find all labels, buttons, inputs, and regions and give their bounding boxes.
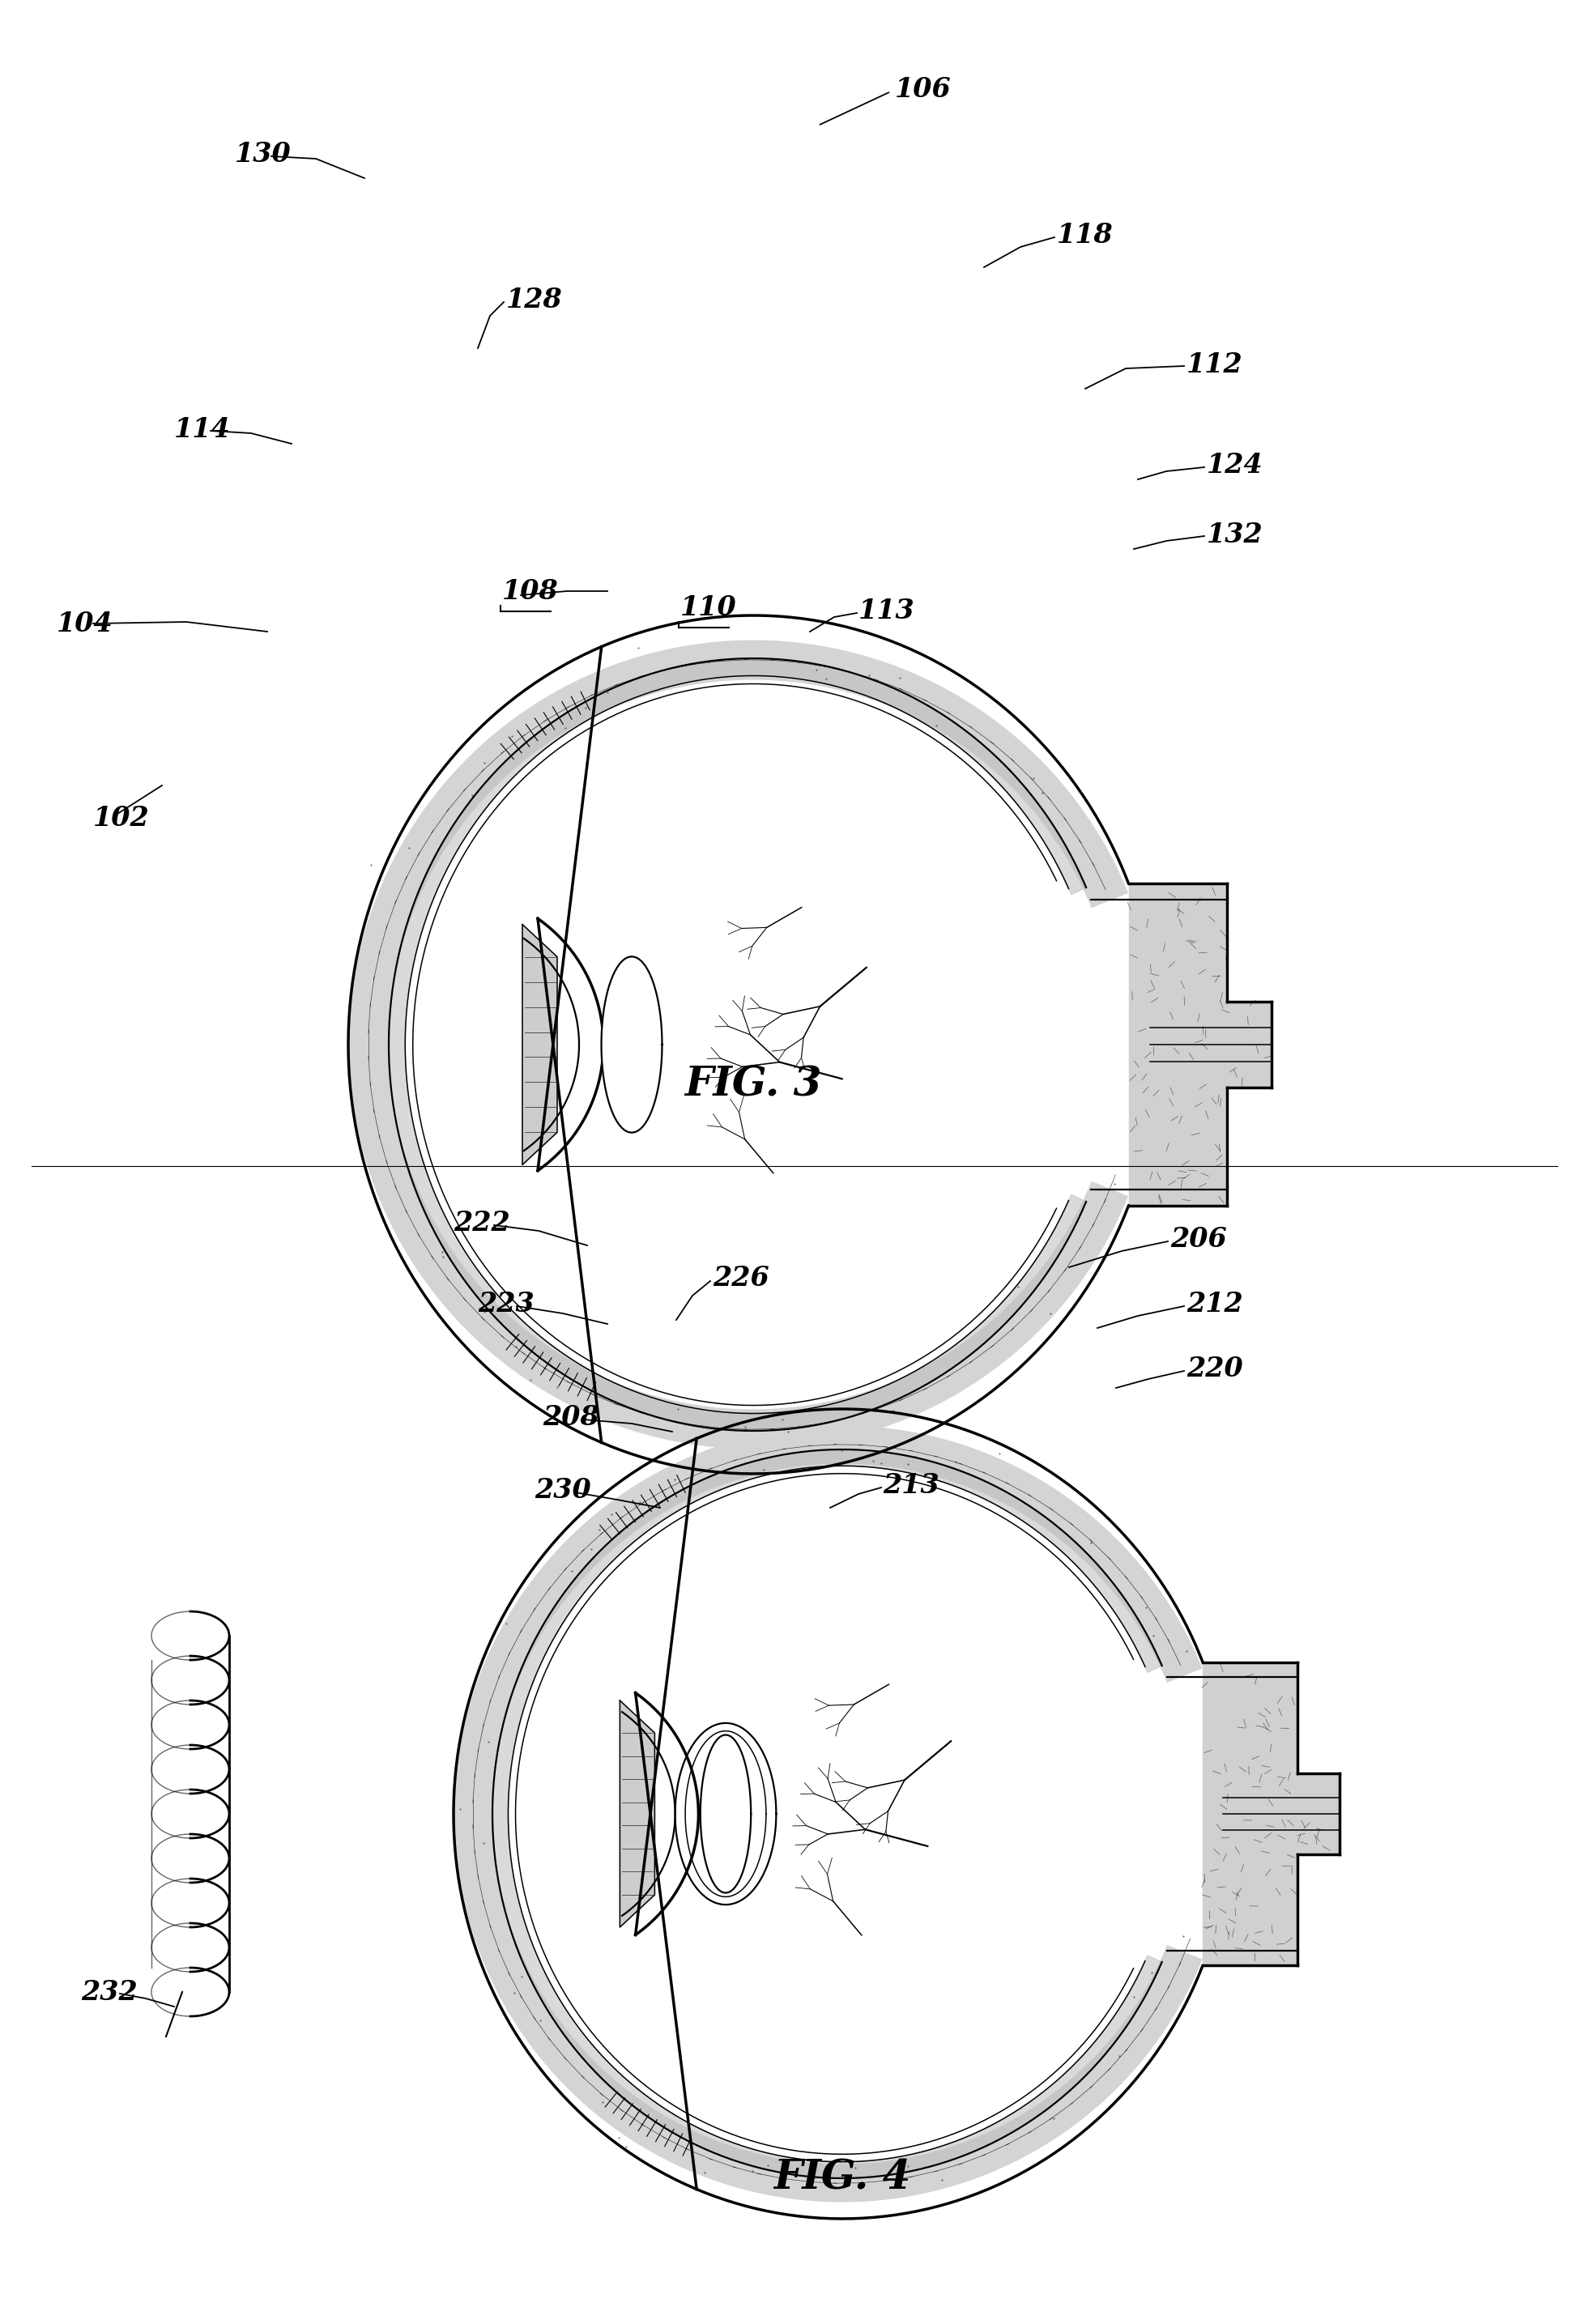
Text: 132: 132 (1206, 521, 1263, 548)
Text: 118: 118 (1057, 221, 1114, 249)
Polygon shape (620, 1701, 655, 1927)
Polygon shape (348, 639, 1128, 1450)
Polygon shape (523, 925, 558, 1164)
Polygon shape (454, 1425, 1203, 2203)
Text: 220: 220 (1187, 1355, 1243, 1383)
Polygon shape (389, 658, 1087, 1432)
Text: 232: 232 (81, 1978, 138, 2006)
Text: 212: 212 (1187, 1290, 1243, 1318)
Text: 102: 102 (94, 804, 149, 832)
Text: FIG. 4: FIG. 4 (774, 2159, 910, 2199)
Text: 112: 112 (1187, 351, 1243, 379)
Polygon shape (493, 1450, 1162, 2178)
Text: 208: 208 (542, 1404, 599, 1432)
Polygon shape (601, 957, 663, 1132)
Text: 128: 128 (507, 286, 563, 314)
Text: 230: 230 (534, 1476, 591, 1504)
Text: 222: 222 (453, 1208, 510, 1236)
Text: 226: 226 (713, 1264, 769, 1292)
Polygon shape (701, 1736, 752, 1892)
Text: 223: 223 (478, 1290, 534, 1318)
Text: 104: 104 (57, 611, 113, 637)
Polygon shape (1203, 1662, 1340, 1966)
Text: 106: 106 (895, 77, 952, 102)
Text: 114: 114 (175, 416, 230, 442)
Text: 110: 110 (680, 595, 737, 621)
Text: 206: 206 (1170, 1225, 1227, 1253)
Text: FIG. 3: FIG. 3 (685, 1064, 822, 1104)
Text: 108: 108 (502, 579, 559, 604)
Text: 130: 130 (235, 139, 291, 167)
Text: 124: 124 (1206, 453, 1263, 479)
Polygon shape (1128, 883, 1271, 1206)
Text: 113: 113 (858, 597, 915, 625)
Text: 213: 213 (883, 1473, 939, 1499)
